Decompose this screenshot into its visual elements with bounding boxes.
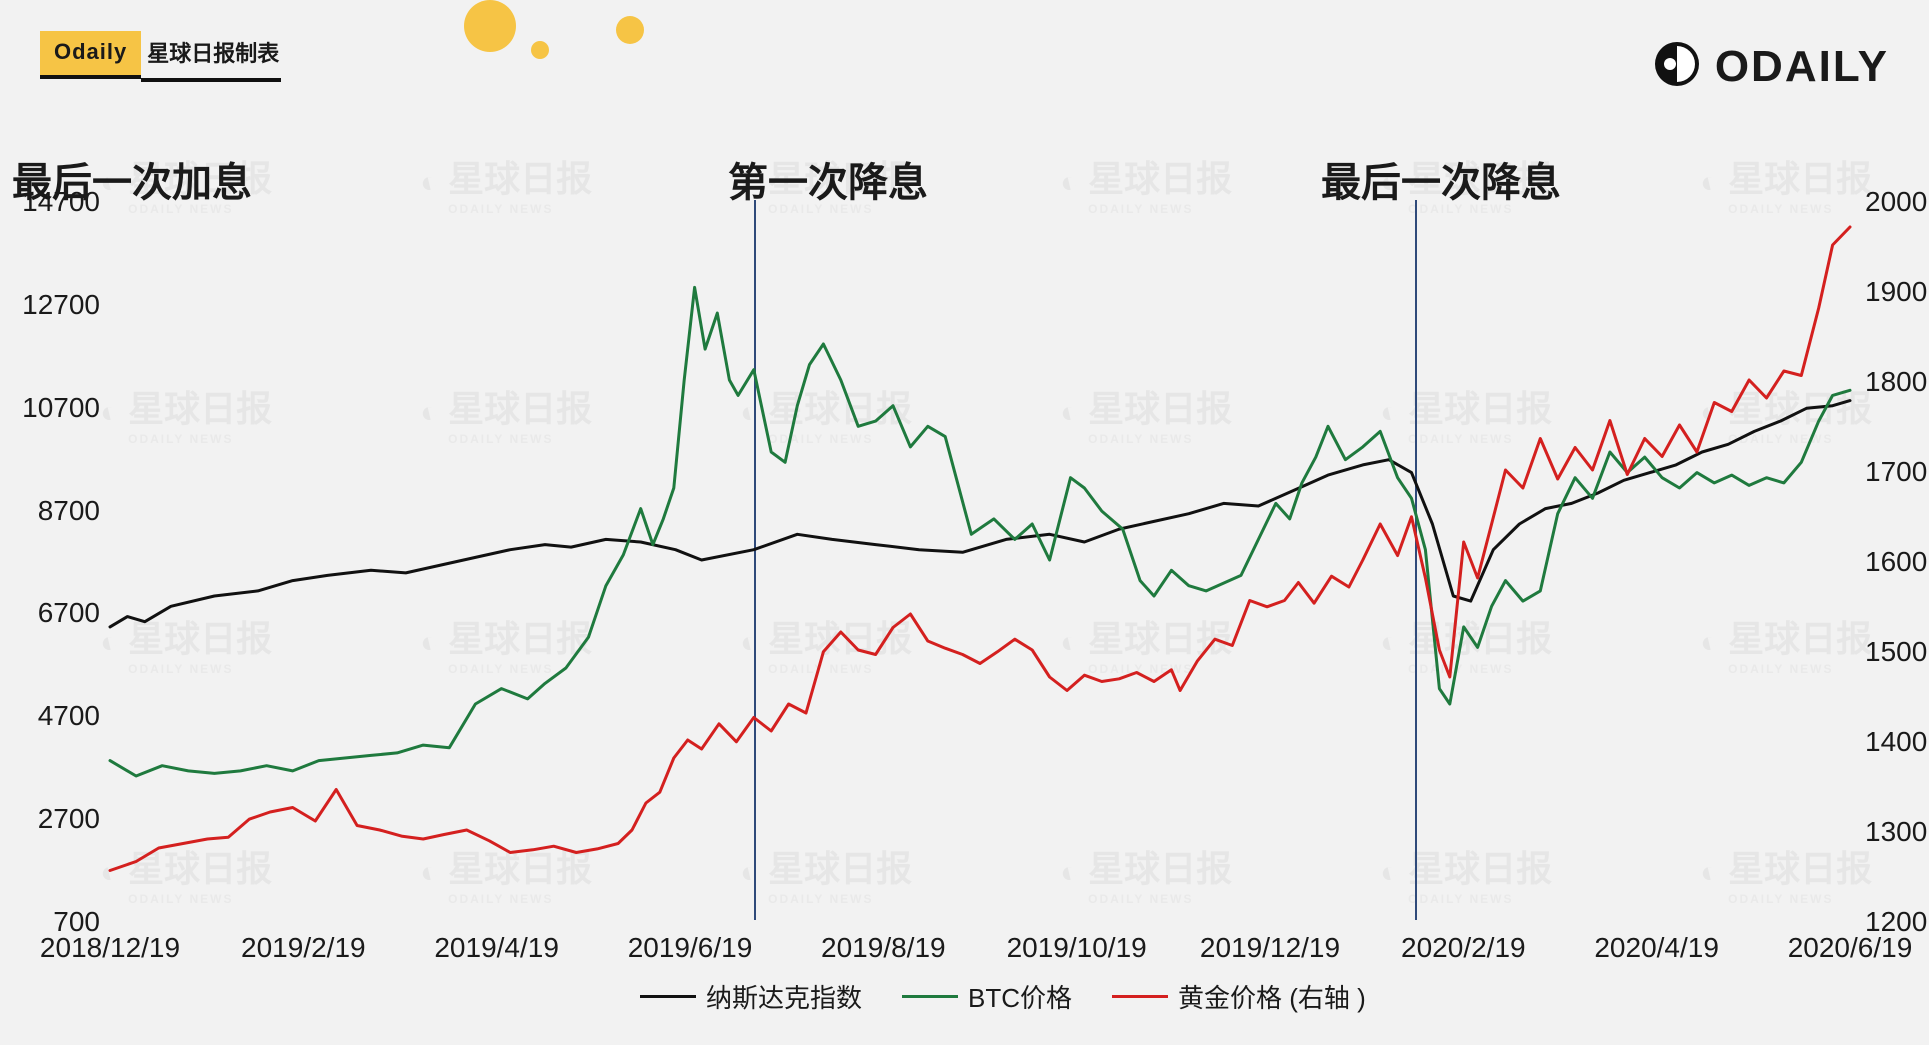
series-line bbox=[110, 401, 1850, 627]
legend-label: BTC价格 bbox=[968, 978, 1072, 1015]
x-tick: 2020/6/19 bbox=[1770, 932, 1929, 964]
y-right-tick: 1400 bbox=[1865, 726, 1927, 758]
y-right-tick: 1800 bbox=[1865, 366, 1927, 398]
y-right-tick: 1700 bbox=[1865, 456, 1927, 488]
legend-swatch bbox=[902, 995, 958, 998]
y-right-tick: 2000 bbox=[1865, 186, 1927, 218]
x-tick: 2019/4/19 bbox=[417, 932, 577, 964]
chart-legend: 纳斯达克指数 BTC价格 黄金价格 (右轴 ) bbox=[640, 978, 1366, 1015]
y-left-tick: 6700 bbox=[10, 597, 100, 629]
x-tick: 2020/2/19 bbox=[1383, 932, 1543, 964]
y-left-tick: 10700 bbox=[10, 392, 100, 424]
series-line bbox=[110, 287, 1850, 776]
y-left-tick: 12700 bbox=[10, 289, 100, 321]
y-right-tick: 1600 bbox=[1865, 546, 1927, 578]
x-tick: 2018/12/19 bbox=[30, 932, 190, 964]
legend-item: 黄金价格 (右轴 ) bbox=[1112, 978, 1366, 1015]
series-line bbox=[110, 227, 1850, 871]
legend-label: 纳斯达克指数 bbox=[706, 978, 862, 1015]
y-left-tick: 14700 bbox=[10, 186, 100, 218]
legend-label: 黄金价格 (右轴 ) bbox=[1178, 978, 1366, 1015]
y-left-tick: 4700 bbox=[10, 700, 100, 732]
x-tick: 2019/12/19 bbox=[1190, 932, 1350, 964]
y-left-tick: 2700 bbox=[10, 803, 100, 835]
x-tick: 2020/4/19 bbox=[1577, 932, 1737, 964]
x-tick: 2019/10/19 bbox=[997, 932, 1157, 964]
y-left-tick: 8700 bbox=[10, 495, 100, 527]
line-chart bbox=[0, 0, 1929, 1045]
y-right-tick: 1500 bbox=[1865, 636, 1927, 668]
x-tick: 2019/2/19 bbox=[223, 932, 383, 964]
x-tick: 2019/8/19 bbox=[803, 932, 963, 964]
legend-swatch bbox=[1112, 995, 1168, 998]
y-right-tick: 1300 bbox=[1865, 816, 1927, 848]
legend-item: 纳斯达克指数 bbox=[640, 978, 862, 1015]
y-right-tick: 1900 bbox=[1865, 276, 1927, 308]
legend-swatch bbox=[640, 995, 696, 998]
x-tick: 2019/6/19 bbox=[610, 932, 770, 964]
legend-item: BTC价格 bbox=[902, 978, 1072, 1015]
